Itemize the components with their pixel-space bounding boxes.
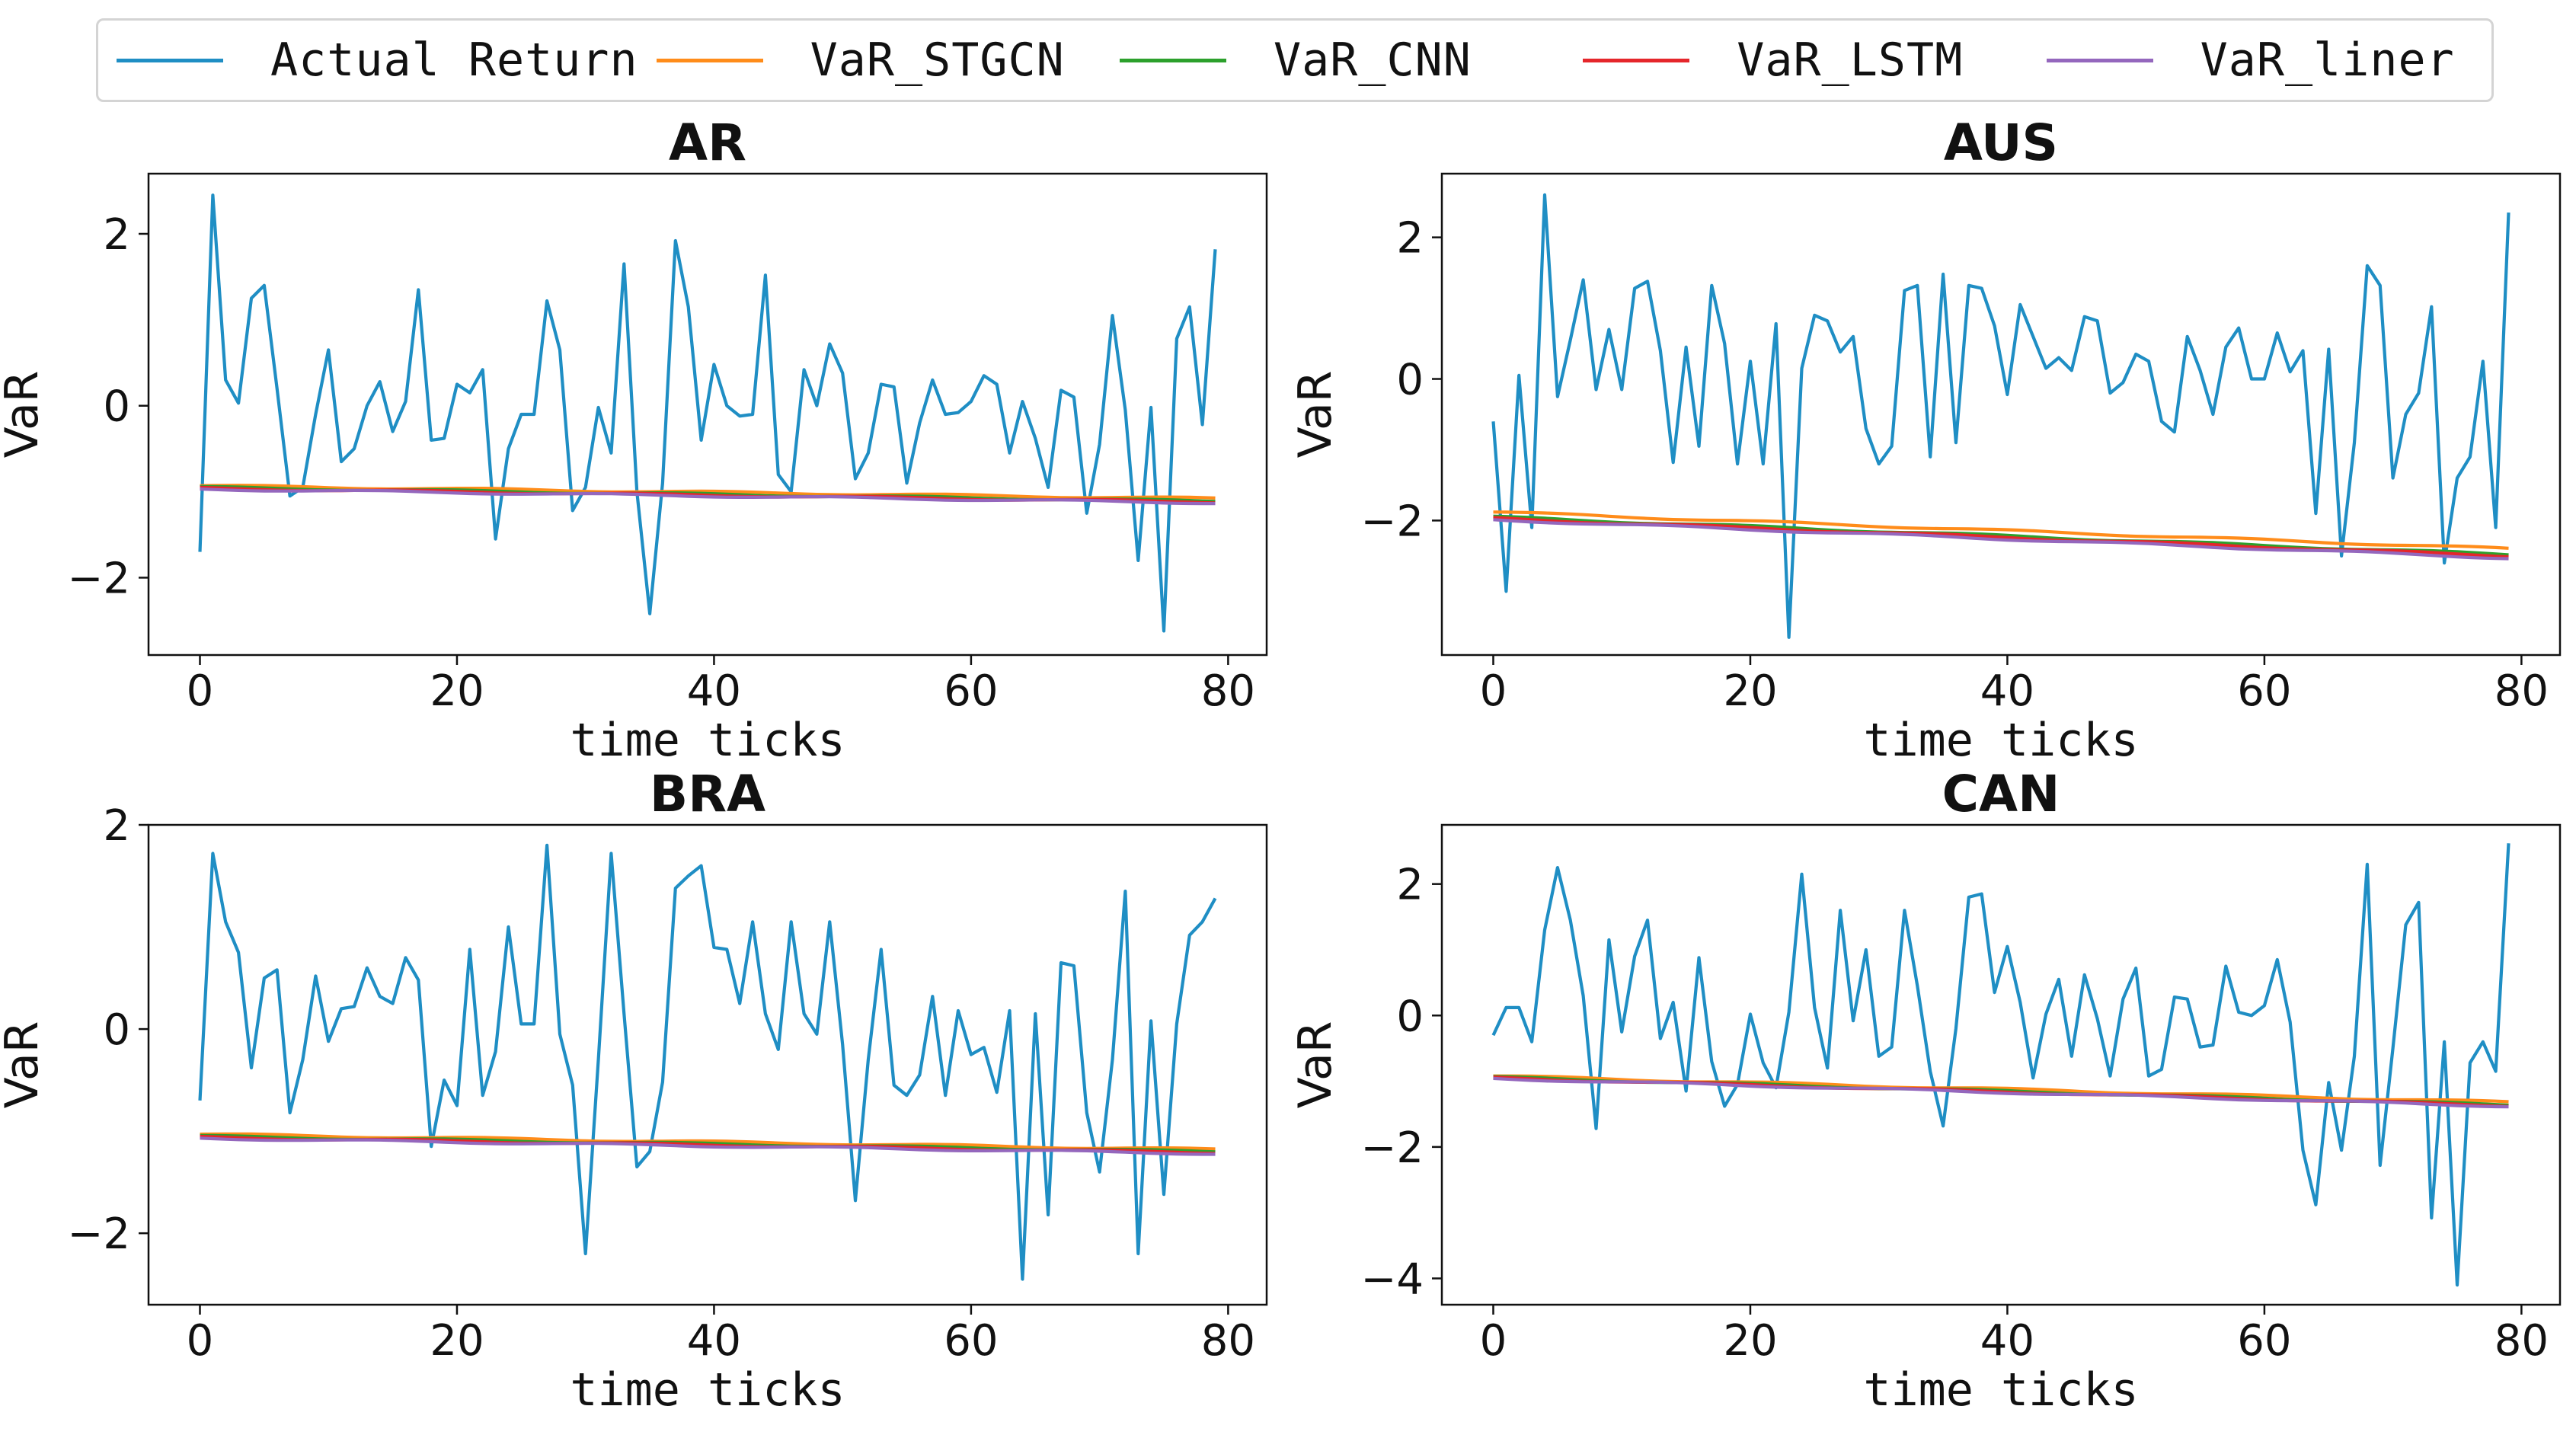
y-tick-label: 2 [103,210,130,260]
legend-line-var-liner [2046,58,2153,62]
series-var-stgcn [1493,510,2509,550]
x-tick-label: 80 [1201,1316,1255,1366]
x-tick-label: 0 [1480,1316,1507,1366]
x-tick-label: 20 [430,1316,484,1366]
legend-item-var-lstm: VaR_LSTM [1564,21,2028,100]
legend-label: VaR_liner [2200,34,2455,87]
series-var-liner [200,487,1216,506]
x-axis-label: time ticks [1863,714,2138,767]
series-var-stgcn [200,1132,1216,1151]
y-tick-label: 0 [1396,356,1424,405]
y-tick-label: −2 [1360,1123,1424,1173]
x-tick-label: 60 [2237,1316,2291,1366]
chart-title: CAN [1942,765,2060,823]
chart-panel-ar: 0 20 40 60 80 −2 0 2 AR time ticks VaR [0,113,1268,767]
legend-label: VaR_CNN [1273,34,1472,87]
plot-frame [147,823,1268,1306]
series-actual-return [198,193,1217,633]
legend-item-actual-return: Actual Return [98,21,638,100]
series-var-liner [1493,1076,2509,1109]
chart-title: BRA [650,765,765,823]
x-axis-label: time ticks [570,1363,845,1417]
chart-panel-aus: 0 20 40 60 80 −2 0 2 AUS time ticks VaR [1289,113,2562,767]
chart-panel-can: 0 20 40 60 80 −4 −2 0 2 CAN time ticks VaR [1289,765,2562,1417]
plot-frame [1440,823,2562,1306]
legend-item-var-stgcn: VaR_STGCN [638,21,1101,100]
plot-frame [147,172,1268,657]
chart-panel-bra: 0 20 40 60 80 −2 0 2 BRA time ticks VaR [0,765,1268,1417]
y-tick-label: −4 [1360,1254,1424,1304]
x-tick-label: 80 [2495,1316,2549,1366]
legend-line-actual-return [117,58,223,62]
x-tick-label: 60 [944,1316,998,1366]
series-actual-return [1491,843,2510,1287]
y-tick-label: 2 [103,801,130,851]
legend-label: VaR_STGCN [810,34,1065,87]
x-tick-label: 40 [687,1316,741,1366]
x-tick-label: 0 [187,666,214,716]
x-tick-label: 20 [1723,666,1777,716]
x-tick-label: 80 [2495,666,2549,716]
legend-line-var-stgcn [656,58,763,62]
y-tick-label: 2 [1396,214,1424,264]
legend-label: VaR_LSTM [1737,34,1964,87]
x-tick-label: 20 [430,666,484,716]
x-tick-label: 60 [944,666,998,716]
series-actual-return [1491,193,2510,639]
legend-item-var-cnn: VaR_CNN [1101,21,1564,100]
series-actual-return [198,843,1217,1281]
x-tick-label: 0 [187,1316,214,1366]
y-tick-label: 2 [1396,861,1424,910]
x-tick-label: 40 [687,666,741,716]
y-axis-label: VaR [0,371,49,459]
chart-title: AR [669,113,746,172]
chart-title: AUS [1944,113,2058,172]
y-axis-label: VaR [1289,1021,1342,1109]
x-axis-label: time ticks [1863,1363,2138,1417]
y-tick-label: −2 [67,554,130,603]
y-tick-label: −2 [67,1210,130,1259]
y-tick-label: −2 [1360,497,1424,546]
plot-frame [1440,172,2562,657]
x-tick-label: 40 [1980,1316,2034,1366]
y-axis-label: VaR [1289,371,1342,459]
legend-line-var-cnn [1119,58,1226,62]
x-tick-label: 20 [1723,1316,1777,1366]
legend-item-var-liner: VaR_liner [2028,21,2491,100]
legend-line-var-lstm [1583,58,1690,62]
x-tick-label: 0 [1480,666,1507,716]
series-var-liner [1493,518,2509,561]
x-tick-label: 80 [1201,666,1255,716]
y-tick-label: 0 [103,1005,130,1055]
series-var-liner [200,1136,1216,1156]
y-tick-label: 0 [103,382,130,432]
legend: Actual Return VaR_STGCN VaR_CNN VaR_LSTM… [96,18,2494,102]
y-tick-label: 0 [1396,992,1424,1041]
x-axis-label: time ticks [570,714,845,767]
y-axis-label: VaR [0,1021,49,1109]
legend-label: Actual Return [270,34,638,87]
x-tick-label: 40 [1980,666,2034,716]
x-tick-label: 60 [2237,666,2291,716]
